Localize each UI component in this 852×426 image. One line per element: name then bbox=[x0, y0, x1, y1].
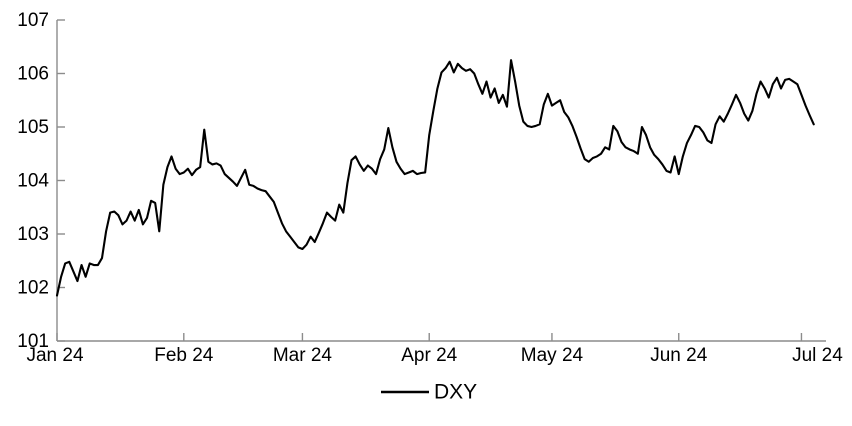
x-tick-label: Jan 24 bbox=[26, 345, 83, 366]
y-tick-label: 106 bbox=[17, 64, 49, 85]
y-tick-label: 103 bbox=[17, 224, 49, 245]
y-tick-label: 104 bbox=[17, 171, 49, 192]
x-axis-tick-labels: Jan 24 Feb 24 Mar 24 Apr 24 May 24 Jun 24 Jul … bbox=[26, 345, 843, 366]
legend-label-dxy: DXY bbox=[434, 381, 477, 404]
y-axis-tick-labels: 101 102 103 104 105 106 107 bbox=[17, 10, 49, 352]
y-tick-label: 101 bbox=[17, 331, 49, 352]
chart-legend: DXY bbox=[381, 381, 477, 404]
series-line-dxy bbox=[55, 59, 815, 297]
x-tick-label: Jul 24 bbox=[792, 345, 843, 366]
x-tick-label: May 24 bbox=[521, 345, 584, 366]
x-axis-tick-marks bbox=[56, 333, 803, 341]
x-tick-label: Mar 24 bbox=[273, 345, 333, 366]
series-lines bbox=[55, 59, 815, 297]
y-tick-label: 105 bbox=[17, 117, 49, 138]
x-tick-label: Jun 24 bbox=[650, 345, 707, 366]
y-tick-label: 102 bbox=[17, 278, 49, 299]
y-tick-label: 107 bbox=[17, 10, 49, 31]
x-tick-label: Apr 24 bbox=[401, 345, 457, 366]
x-tick-label: Feb 24 bbox=[154, 345, 214, 366]
